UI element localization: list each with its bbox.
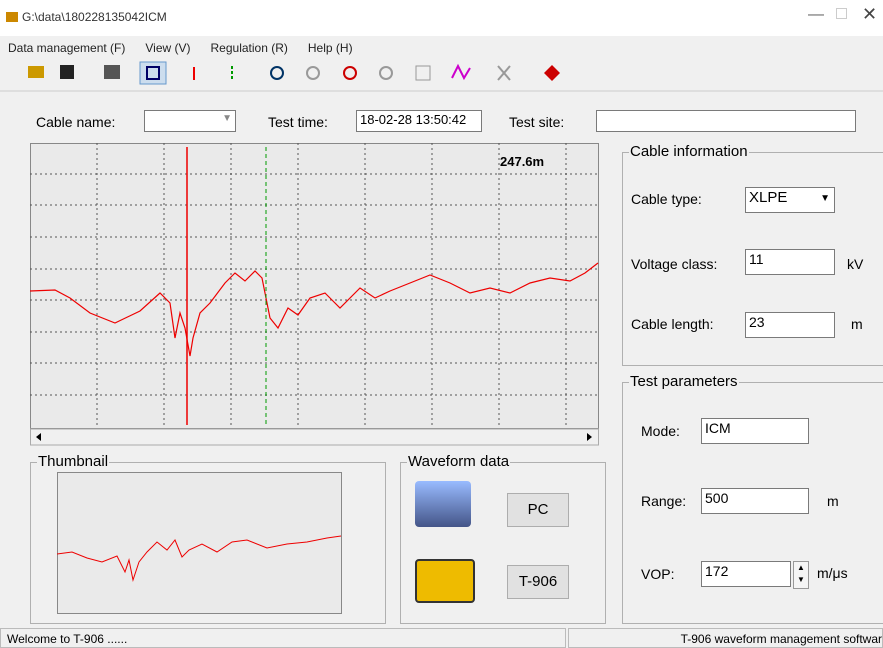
field-label: Cable type:	[631, 191, 702, 207]
unit-label: m/μs	[817, 565, 848, 581]
waveform-data-group: Waveform data PC T-906	[400, 453, 606, 624]
fit-tool[interactable]	[415, 65, 431, 81]
thumbnail-group: Thumbnail	[30, 453, 386, 624]
minimize-button[interactable]: —	[808, 6, 824, 23]
pc-button[interactable]: PC	[507, 493, 569, 527]
delete-tool[interactable]	[497, 65, 511, 81]
field-label: Mode:	[641, 423, 680, 439]
device-button[interactable]: T-906	[507, 565, 569, 599]
test-site-field[interactable]	[596, 110, 856, 132]
field-label: Voltage class:	[631, 256, 718, 272]
pc-icon	[415, 481, 471, 527]
group-title: Test parameters	[629, 373, 739, 390]
vop-field[interactable]: 172	[701, 561, 791, 587]
menu-item[interactable]: View (V)	[145, 41, 191, 55]
exit-tool[interactable]	[544, 65, 560, 81]
grid-toggle[interactable]	[139, 61, 167, 85]
group-title: Thumbnail	[37, 453, 110, 470]
unit-label: m	[827, 493, 839, 509]
cable-name-combo[interactable]: ▼	[144, 110, 236, 132]
test-parameters-group: Test parameters Mode: ICM Range: 500 m V…	[622, 373, 883, 624]
title-bar	[0, 0, 883, 36]
device-icon	[415, 559, 475, 603]
cable-length-field[interactable]: 23	[745, 312, 835, 338]
group-title: Waveform data	[407, 453, 511, 470]
vop-spinner[interactable]: ▲ ▼	[793, 561, 809, 589]
mode-field[interactable]: ICM	[701, 418, 809, 444]
field-label: Range:	[641, 493, 687, 509]
thumbnail-plot	[57, 472, 342, 614]
app-icon	[6, 12, 18, 22]
zoom-tool[interactable]	[343, 66, 357, 80]
zoom-tool-disabled[interactable]	[379, 66, 393, 80]
cable-type-combo[interactable]: XLPE ▼	[745, 187, 835, 213]
menu-bar: Data management (F) View (V) Regulation (R…	[8, 41, 373, 55]
voltage-class-field[interactable]: 11	[745, 249, 835, 275]
menu-item[interactable]: Regulation (R)	[210, 41, 288, 55]
cable-information-group: Cable information Cable type: XLPE ▼ Volt…	[622, 143, 883, 366]
group-title: Cable information	[629, 143, 749, 160]
open-icon[interactable]	[28, 66, 44, 78]
status-right: T-906 waveform management softwar	[568, 628, 883, 648]
menu-item[interactable]: Help (H)	[307, 41, 353, 55]
cable-name-label: Cable name:	[36, 114, 116, 130]
close-button[interactable]: ✕	[862, 4, 878, 24]
combo-value: XLPE	[749, 189, 788, 206]
zoom-out-tool[interactable]	[306, 66, 320, 80]
toolbar	[0, 61, 883, 92]
menu-item[interactable]: Data management (F)	[8, 41, 126, 55]
save-icon[interactable]	[60, 65, 74, 79]
range-field[interactable]: 500	[701, 488, 809, 514]
waveform-plot	[30, 143, 599, 446]
print-icon[interactable]	[104, 65, 120, 79]
scrollbar[interactable]	[30, 428, 599, 446]
waveform-line	[30, 262, 599, 357]
unit-label: m	[851, 316, 863, 332]
maximize-button[interactable]	[836, 8, 847, 19]
zoom-in-tool[interactable]	[270, 66, 284, 80]
thumbnail-waveform	[57, 535, 342, 582]
window-title: G:\data\180228135042ICM	[22, 10, 167, 24]
test-time-field[interactable]: 18-02-28 13:50:42	[356, 110, 482, 132]
status-left: Welcome to T-906 ......	[0, 628, 566, 648]
field-label: VOP:	[641, 566, 675, 582]
cursor-distance: 247.6m	[500, 154, 545, 169]
unit-label: kV	[847, 256, 864, 272]
test-time-label: Test time:	[268, 114, 328, 130]
test-site-label: Test site:	[509, 114, 565, 130]
compare-tool[interactable]	[451, 63, 471, 81]
field-label: Cable length:	[631, 316, 714, 332]
